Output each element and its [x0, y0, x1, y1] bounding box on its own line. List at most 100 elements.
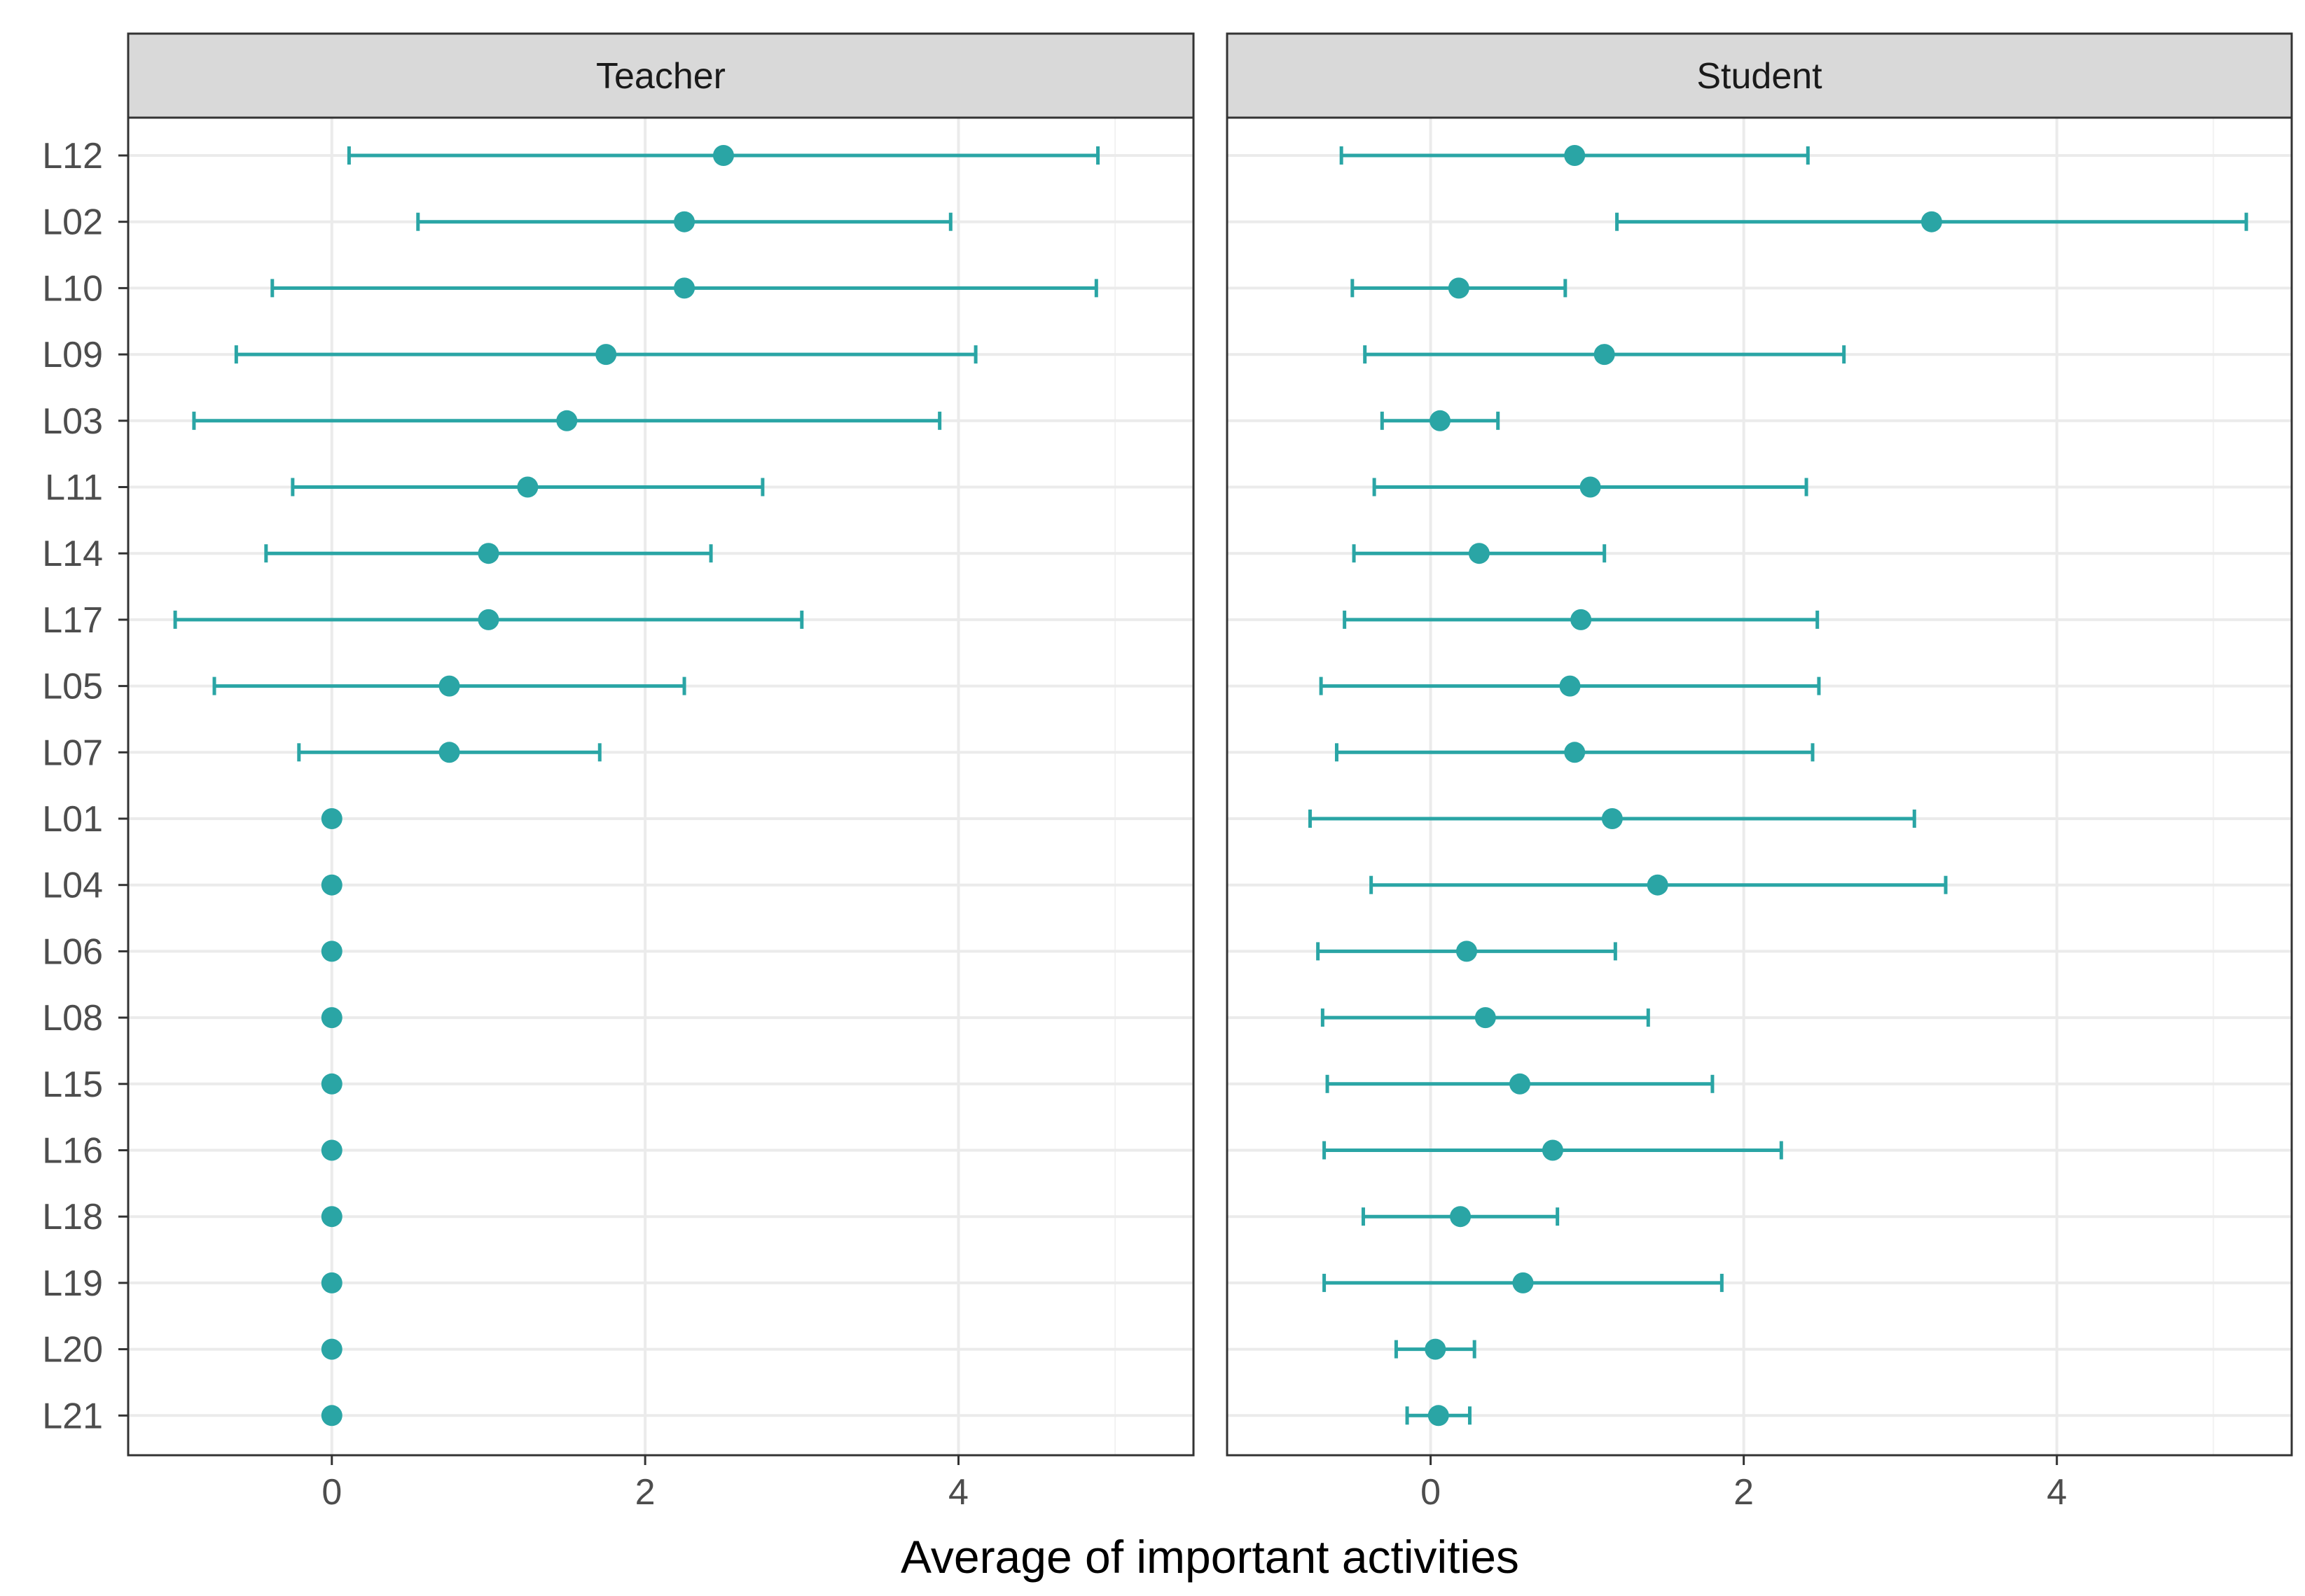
mean-point [1559, 675, 1581, 697]
data-point-group-L12 [347, 145, 1100, 166]
mean-point [321, 1007, 342, 1029]
data-point-group-L03 [1380, 410, 1500, 431]
mean-point [321, 1338, 342, 1360]
mean-point [478, 543, 499, 564]
mean-point [712, 145, 734, 166]
mean-point [1564, 145, 1586, 166]
panel-background [128, 118, 1193, 1455]
y-tick-label: L17 [42, 600, 103, 641]
y-tick-label: L12 [42, 136, 103, 176]
data-point-group-L02 [1615, 211, 2248, 233]
panel-teacher: Teacher 0 2 4 [127, 32, 1195, 1513]
facet-strip-label: Teacher [596, 56, 726, 97]
data-point-group-L06 [1316, 941, 1617, 962]
data-point-group-L12 [1339, 145, 1810, 166]
mean-point [556, 410, 578, 431]
data-point-group-L03 [192, 410, 942, 431]
data-point-group-L17 [1343, 609, 1820, 630]
mean-point [674, 211, 695, 233]
data-point-group-L07 [1334, 742, 1815, 763]
mean-point [595, 344, 617, 366]
y-tick-label: L02 [42, 202, 103, 243]
data-point-group-L08 [321, 1007, 342, 1029]
y-tick-label: L15 [42, 1064, 103, 1105]
data-point-group-L18 [1361, 1206, 1560, 1228]
mean-point [321, 1272, 342, 1293]
mean-point [1456, 941, 1477, 962]
data-point-group-L15 [321, 1073, 342, 1095]
y-tick-label: L03 [42, 401, 103, 442]
data-point-group-L19 [321, 1272, 342, 1293]
mean-point [1430, 410, 1451, 431]
mean-point [438, 675, 460, 697]
mean-point [1601, 808, 1623, 829]
mean-point [1425, 1338, 1446, 1360]
mean-point [1593, 344, 1615, 366]
mean-point [1450, 1206, 1472, 1228]
data-point-group-L04 [1369, 874, 1948, 896]
data-point-group-L19 [1322, 1272, 1724, 1293]
data-point-group-L10 [270, 277, 1098, 299]
y-tick-label: L14 [42, 534, 103, 574]
data-point-group-L17 [173, 609, 804, 630]
data-point-group-L18 [321, 1206, 342, 1228]
y-tick-label: L19 [42, 1263, 103, 1304]
mean-point [1570, 609, 1592, 630]
mean-point [1448, 277, 1469, 299]
facet-strip [127, 32, 1195, 119]
mean-point [1474, 1007, 1496, 1029]
data-point-group-L11 [291, 476, 765, 498]
data-point-group-L16 [1322, 1139, 1783, 1161]
y-tick-label: L01 [42, 799, 103, 840]
mean-point [321, 941, 342, 962]
y-tick-label: L18 [42, 1197, 103, 1237]
mean-point [1468, 543, 1490, 564]
x-tick-label: 4 [948, 1472, 969, 1513]
mean-point [438, 742, 460, 763]
data-point-group-L11 [1372, 476, 1808, 498]
data-point-group-L09 [1363, 344, 1846, 366]
data-point-group-L02 [416, 211, 953, 233]
mean-point [321, 1139, 342, 1161]
data-point-group-L09 [234, 344, 978, 366]
x-tick-label: 0 [1420, 1472, 1441, 1513]
data-point-group-L20 [321, 1338, 342, 1360]
data-point-group-L01 [321, 808, 342, 829]
panel-background [1227, 118, 2292, 1455]
y-tick-label: L21 [42, 1396, 103, 1436]
mean-point [1542, 1139, 1563, 1161]
y-tick-label: L08 [42, 998, 103, 1039]
data-point-group-L07 [297, 742, 602, 763]
facet-strip [1226, 32, 2293, 119]
mean-point [321, 1073, 342, 1095]
mean-point [674, 277, 695, 299]
x-tick-label: 4 [2047, 1472, 2067, 1513]
y-tick-label: L07 [42, 733, 103, 773]
data-point-group-L10 [1350, 277, 1567, 299]
data-point-group-L04 [321, 874, 342, 896]
x-axis-title: Average of important activities [901, 1531, 1519, 1583]
x-tick-label: 2 [1733, 1472, 1754, 1513]
y-tick-label: L06 [42, 931, 103, 972]
data-point-group-L16 [321, 1139, 342, 1161]
data-point-group-L05 [1319, 675, 1821, 697]
data-point-group-L01 [1308, 808, 1916, 829]
data-point-group-L20 [1394, 1338, 1476, 1360]
mean-point [321, 1206, 342, 1228]
mean-point [1512, 1272, 1534, 1293]
data-point-group-L14 [264, 543, 713, 564]
mean-point [478, 609, 499, 630]
facet-strip-label: Student [1696, 56, 1822, 97]
y-tick-label: L16 [42, 1131, 103, 1172]
data-point-group-L08 [1320, 1007, 1650, 1029]
mean-point [1647, 874, 1668, 896]
data-point-group-L06 [321, 941, 342, 962]
x-tick-label: 0 [321, 1472, 342, 1513]
mean-point [1920, 211, 1942, 233]
mean-point [321, 874, 342, 896]
y-tick-label: L20 [42, 1330, 103, 1371]
mean-point [1509, 1073, 1530, 1095]
data-point-group-L05 [212, 675, 686, 697]
mean-point [321, 808, 342, 829]
